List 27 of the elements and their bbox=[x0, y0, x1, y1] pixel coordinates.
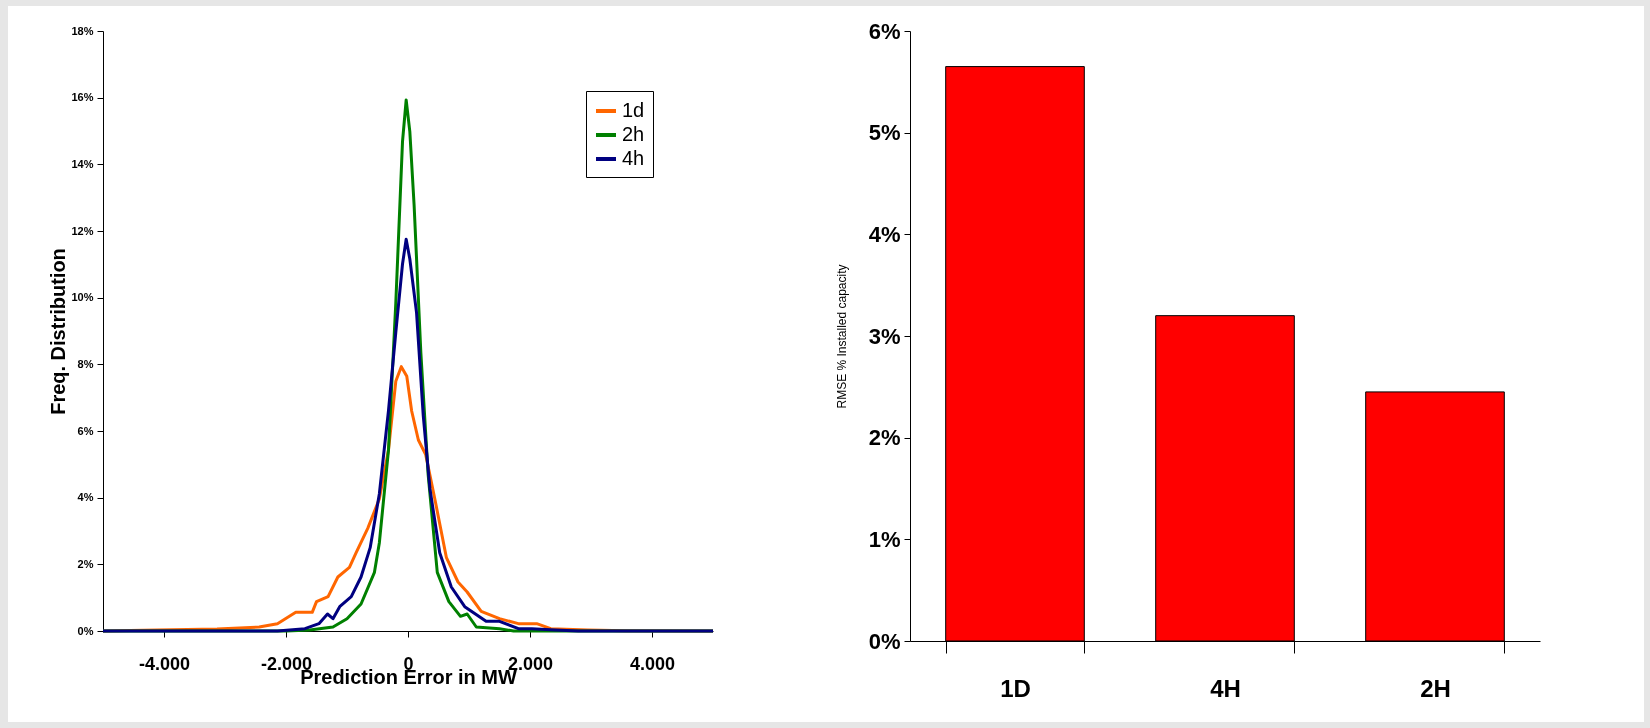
y-tick-label: 5% bbox=[868, 120, 901, 146]
x-tick-label: 1D bbox=[1000, 674, 1031, 702]
y-tick-label: 14% bbox=[71, 157, 94, 170]
y-tick-label: 0% bbox=[77, 624, 94, 637]
legend-label: 2h bbox=[622, 123, 645, 145]
y-tick-label: 0% bbox=[868, 628, 901, 654]
y-tick-label: 2% bbox=[868, 425, 901, 451]
legend-label: 1d bbox=[622, 99, 645, 121]
y-axis-title: RMSE % Installed capacity bbox=[834, 264, 849, 409]
y-tick-label: 6% bbox=[868, 18, 901, 44]
y-tick-label: 8% bbox=[77, 357, 94, 370]
x-tick-label: 2H bbox=[1420, 674, 1451, 702]
x-tick-label: 4.000 bbox=[629, 653, 676, 674]
legend-label: 4h bbox=[622, 147, 645, 169]
y-tick-label: 1% bbox=[868, 526, 901, 552]
y-tick-label: 12% bbox=[71, 224, 94, 237]
y-tick-label: 10% bbox=[71, 291, 94, 304]
y-tick-label: 6% bbox=[77, 424, 94, 437]
x-tick-label: 4H bbox=[1210, 674, 1241, 702]
x-tick-label: -4.000 bbox=[138, 653, 191, 674]
y-tick-label: 4% bbox=[868, 221, 901, 247]
y-axis-title: Freq. Distribution bbox=[47, 248, 70, 415]
y-tick-label: 3% bbox=[868, 323, 901, 349]
y-tick-label: 18% bbox=[71, 24, 94, 37]
y-tick-label: 16% bbox=[71, 91, 94, 104]
y-tick-label: 4% bbox=[77, 491, 94, 504]
y-tick-label: 2% bbox=[77, 557, 94, 570]
